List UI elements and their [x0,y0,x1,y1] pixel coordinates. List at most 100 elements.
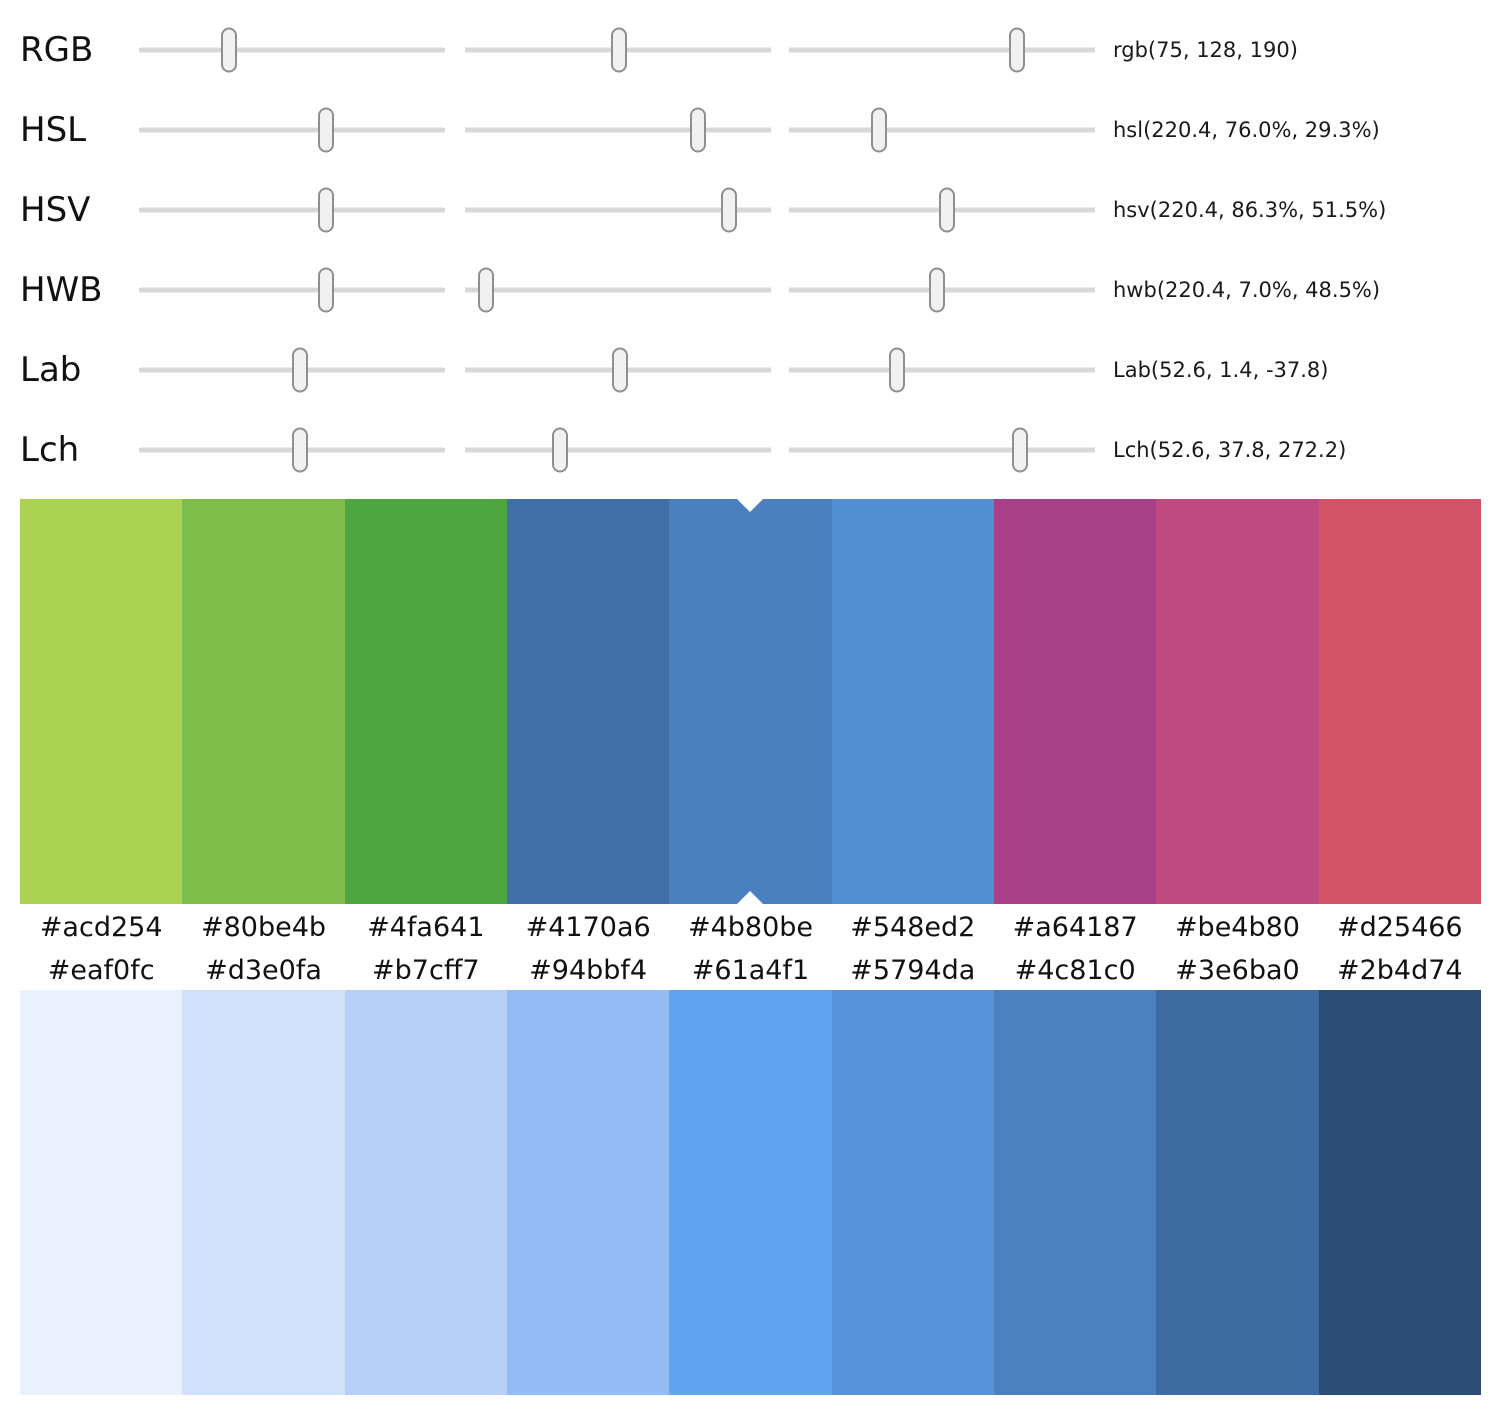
hue-swatch[interactable] [669,499,832,904]
hue-swatch[interactable] [993,499,1157,904]
color-value-text: hsv(220.4, 86.3%, 51.5%) [1113,198,1387,222]
color-value-text: hwb(220.4, 7.0%, 48.5%) [1113,278,1381,302]
slider-thumb[interactable] [220,27,237,73]
shade-swatch[interactable] [182,990,345,1395]
hue-swatch[interactable] [831,499,994,904]
colorspace-label: HSL [20,110,87,150]
slider-thumb[interactable] [318,187,335,233]
slider-track[interactable] [789,447,1095,453]
slider-thumb[interactable] [318,107,335,153]
colorspace-label: Lab [20,350,82,390]
slider-channel-3 [789,90,1095,170]
selected-swatch-marker-top [737,499,764,512]
slider-track[interactable] [139,47,445,53]
hex-code-label: #a64187 [1012,911,1138,943]
slider-thumb[interactable] [1008,27,1025,73]
slider-track[interactable] [139,127,445,133]
slider-channel-1 [139,410,445,490]
hex-code-label: #be4b80 [1174,911,1300,943]
hue-swatch[interactable] [344,499,507,904]
hex-code-label: #80be4b [200,911,327,943]
hue-swatch[interactable] [1156,499,1319,904]
slider-thumb[interactable] [870,107,887,153]
slider-thumb[interactable] [551,427,568,473]
slider-track[interactable] [465,287,771,293]
slider-thumb[interactable] [291,427,308,473]
color-value-text: rgb(75, 128, 190) [1113,38,1298,62]
slider-row-lch: Lch Lch(52.6, 37.8, 272.2) [0,410,1501,490]
slider-row-lab: Lab Lab(52.6, 1.4, -37.8) [0,330,1501,410]
slider-thumb[interactable] [689,107,706,153]
shade-swatch[interactable] [20,990,183,1395]
slider-track[interactable] [465,127,771,133]
slider-thumb[interactable] [888,347,905,393]
shade-swatch[interactable] [993,990,1157,1395]
shade-swatch[interactable] [344,990,507,1395]
slider-channel-3 [789,250,1095,330]
color-value-text: Lab(52.6, 1.4, -37.8) [1113,358,1329,382]
hex-code-label: #eaf0fc [47,954,155,986]
colorspace-label: HWB [20,270,103,310]
hue-swatch[interactable] [20,499,183,904]
slider-channel-2 [465,10,771,90]
slider-track[interactable] [465,207,771,213]
hex-code-label: #61a4f1 [691,954,810,986]
slider-track[interactable] [465,447,771,453]
hex-code-label: #94bbf4 [529,954,648,986]
color-value-text: hsl(220.4, 76.0%, 29.3%) [1113,118,1380,142]
slider-panel: RGB rgb(75, 128, 190) HSL hsl(220.4, [0,0,1501,490]
shade-swatch[interactable] [669,990,832,1395]
hex-code-label: #d3e0fa [205,954,322,986]
colorspace-label: Lch [20,430,80,470]
slider-track[interactable] [789,47,1095,53]
hex-code-label: #548ed2 [850,911,976,943]
slider-track[interactable] [789,367,1095,373]
shade-palette [20,990,1481,1395]
slider-thumb[interactable] [610,27,627,73]
hex-code-label: #4c81c0 [1014,954,1136,986]
slider-channel-3 [789,170,1095,250]
slider-channel-1 [139,170,445,250]
shade-swatch[interactable] [1318,990,1481,1395]
slider-channel-1 [139,10,445,90]
hue-swatch[interactable] [506,499,670,904]
slider-track[interactable] [139,287,445,293]
hex-code-label: #3e6ba0 [1175,954,1300,986]
shade-swatch[interactable] [1156,990,1319,1395]
hex-code-label: #4b80be [687,911,813,943]
slider-channel-3 [789,330,1095,410]
hue-swatch[interactable] [1318,499,1481,904]
slider-thumb[interactable] [1012,427,1029,473]
hue-palette [20,499,1481,904]
slider-thumb[interactable] [478,267,495,313]
slider-track[interactable] [139,207,445,213]
slider-thumb[interactable] [938,187,955,233]
shade-swatch[interactable] [506,990,670,1395]
slider-thumb[interactable] [291,347,308,393]
slider-thumb[interactable] [318,267,335,313]
slider-channel-2 [465,90,771,170]
slider-row-hsv: HSV hsv(220.4, 86.3%, 51.5%) [0,170,1501,250]
hue-swatch[interactable] [182,499,345,904]
slider-track[interactable] [789,127,1095,133]
slider-thumb[interactable] [721,187,738,233]
shade-hex-labels: #eaf0fc #d3e0fa #b7cff7 #94bbf4 #61a4f1 #5794… [20,950,1481,990]
hex-code-label: #b7cff7 [372,954,480,986]
slider-row-hsl: HSL hsl(220.4, 76.0%, 29.3%) [0,90,1501,170]
slider-channel-3 [789,10,1095,90]
slider-channel-1 [139,250,445,330]
slider-channel-3 [789,410,1095,490]
slider-channel-1 [139,330,445,410]
color-value-text: Lch(52.6, 37.8, 272.2) [1113,438,1347,462]
slider-row-hwb: HWB hwb(220.4, 7.0%, 48.5%) [0,250,1501,330]
slider-thumb[interactable] [929,267,946,313]
shade-swatch[interactable] [831,990,994,1395]
slider-thumb[interactable] [611,347,628,393]
slider-channel-1 [139,90,445,170]
slider-row-rgb: RGB rgb(75, 128, 190) [0,10,1501,90]
colorspace-label: HSV [20,190,91,230]
hex-code-label: #acd254 [39,911,163,943]
colorspace-label: RGB [20,30,94,70]
slider-channel-2 [465,250,771,330]
